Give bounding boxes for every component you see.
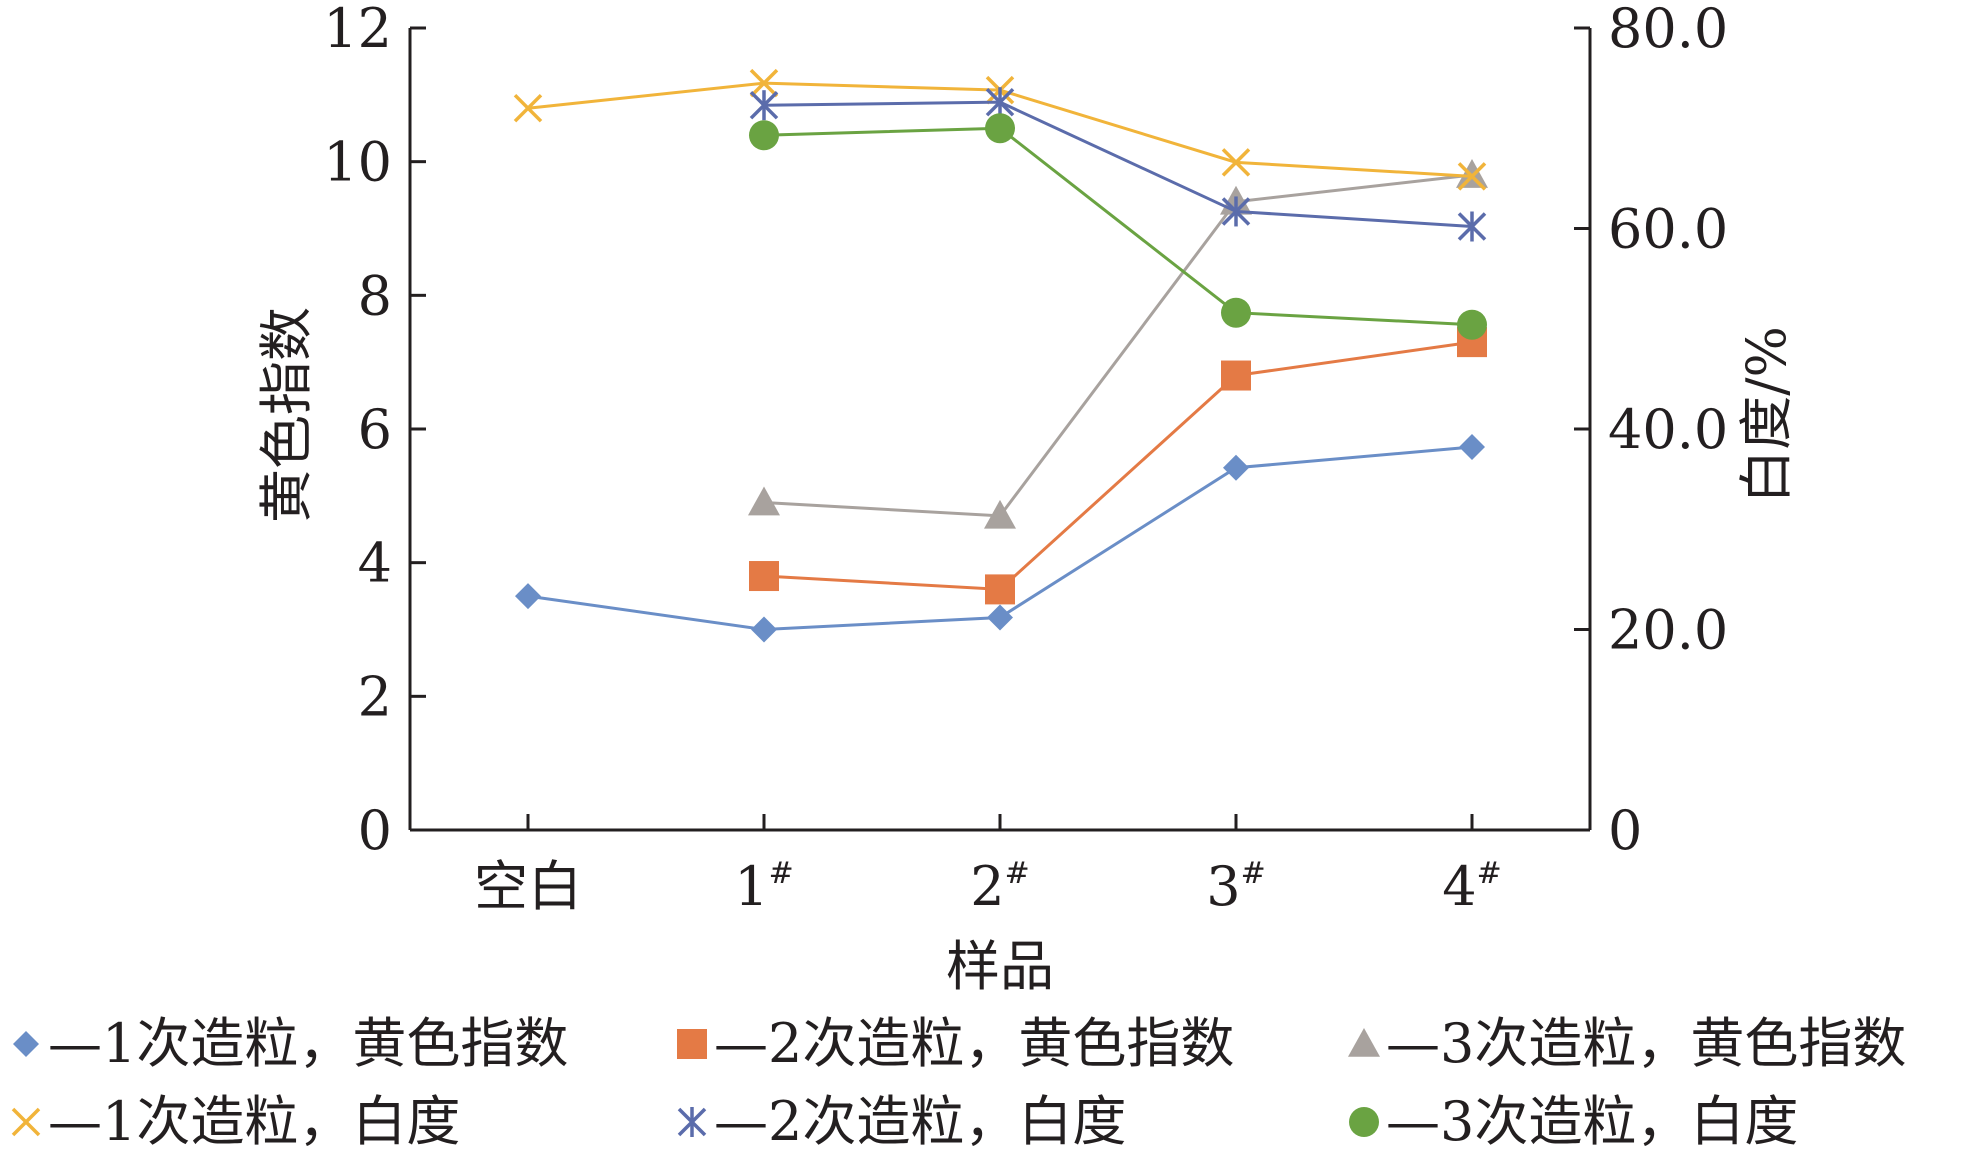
tick-labels: 0 2 4 6 8 10 12 0 20.0 40.0 60.0 80.0 空白 1# 2# 3# 4#: [323, 0, 1728, 918]
legend-marker: [1349, 1107, 1379, 1137]
series-line: [763, 100, 1473, 228]
data-point: [1223, 454, 1249, 481]
y-axis-label-right: 白度/%: [1735, 326, 1798, 504]
legend-label: —2次造粒，黄色指数: [714, 1012, 1234, 1075]
legend-label: —1次造粒，黄色指数: [48, 1012, 568, 1075]
data-point: [985, 87, 1015, 118]
series-6: [749, 113, 1487, 340]
y-tick-label-left: 0: [358, 799, 392, 862]
data-point: [1457, 309, 1487, 340]
legend-marker: [1348, 1028, 1380, 1057]
data-point: [1221, 360, 1251, 391]
legend-item: —3次造粒，白度: [1349, 1090, 1798, 1153]
data-point: [749, 561, 779, 592]
y-tick-label-right: 0: [1608, 799, 1642, 862]
y-tick-label-left: 12: [323, 0, 392, 60]
legend-label: —1次造粒，白度: [48, 1090, 460, 1153]
data-point: [749, 90, 779, 121]
data-point: [984, 499, 1016, 529]
data-point: [513, 93, 543, 123]
y-axis-label-left: 黄色指数: [255, 307, 318, 523]
x-tick-label: 2#: [970, 855, 1030, 918]
series-line: [763, 126, 1473, 327]
data-point: [985, 574, 1015, 605]
series-line: [763, 340, 1473, 591]
legend-marker: [13, 1031, 39, 1057]
y-tick-label-left: 2: [358, 665, 392, 728]
series-1: [515, 434, 1485, 643]
data-point: [1221, 196, 1251, 227]
data-point: [751, 616, 777, 643]
x-tick-label: 空白: [474, 855, 582, 918]
x-tick-label: 3#: [1206, 855, 1266, 918]
legend-item: —2次造粒，黄色指数: [677, 1012, 1234, 1075]
legend-item: —1次造粒，黄色指数: [13, 1012, 568, 1075]
series-line: [763, 173, 1473, 518]
data-point: [1459, 434, 1485, 461]
data-point: [1456, 159, 1488, 188]
series-group: [513, 68, 1488, 643]
y-tick-label-right: 40.0: [1608, 398, 1728, 461]
y-tick-label-right: 20.0: [1608, 599, 1728, 662]
data-point: [515, 583, 541, 610]
y-tick-label-left: 6: [358, 398, 392, 461]
data-point: [749, 68, 779, 98]
legend-label: —2次造粒，白度: [714, 1090, 1126, 1153]
y-tick-label-left: 10: [323, 131, 392, 194]
data-point: [748, 486, 780, 516]
series-2: [749, 327, 1487, 605]
x-tick-label: 1#: [734, 855, 794, 918]
legend-label: —3次造粒，白度: [1386, 1090, 1798, 1153]
legend: —1次造粒，黄色指数 —2次造粒，黄色指数 —3次造粒，黄色指数 —1次造粒，白度 —2…: [11, 1012, 1906, 1153]
legend-item: —2次造粒，白度: [677, 1090, 1126, 1153]
y-tick-label-right: 60.0: [1608, 198, 1728, 261]
legend-item: —1次造粒，白度: [11, 1090, 460, 1153]
legend-label: —3次造粒，黄色指数: [1386, 1012, 1906, 1075]
data-point: [749, 120, 779, 151]
data-point: [1457, 211, 1487, 242]
data-point: [1221, 148, 1251, 177]
data-point: [1221, 297, 1251, 328]
legend-item: —3次造粒，黄色指数: [1348, 1012, 1906, 1075]
series-5: [749, 87, 1487, 242]
y-tick-label-left: 8: [358, 264, 392, 327]
data-point: [985, 113, 1015, 144]
y-tick-label-right: 80.0: [1608, 0, 1728, 60]
x-axis-label: 样品: [946, 935, 1054, 998]
legend-marker: [11, 1107, 41, 1137]
legend-marker: [677, 1029, 707, 1059]
x-tick-label: 4#: [1442, 855, 1502, 918]
series-3: [748, 159, 1488, 529]
y-tick-label-left: 4: [358, 532, 392, 595]
axes: [408, 26, 1592, 832]
legend-marker: [677, 1107, 707, 1137]
data-point: [1457, 162, 1487, 191]
data-point: [987, 604, 1013, 631]
